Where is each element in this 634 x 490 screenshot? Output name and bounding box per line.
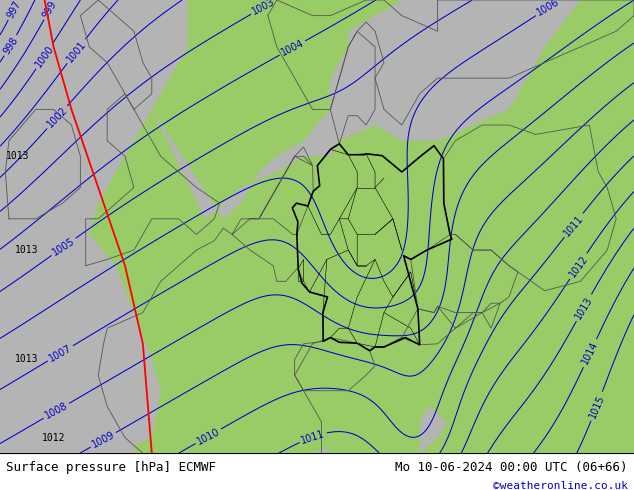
Text: 1001: 1001	[65, 39, 88, 64]
Text: 997: 997	[5, 0, 23, 20]
Text: 1003: 1003	[250, 0, 277, 17]
Text: 1005: 1005	[51, 236, 77, 258]
Text: 1013: 1013	[573, 294, 595, 321]
Text: 1011: 1011	[562, 213, 585, 238]
Polygon shape	[348, 0, 580, 141]
Text: 998: 998	[1, 35, 20, 56]
Polygon shape	[0, 0, 634, 453]
Text: 1012: 1012	[42, 433, 65, 442]
Text: 1013: 1013	[15, 245, 39, 255]
Text: 1014: 1014	[580, 340, 600, 367]
Text: 1012: 1012	[567, 253, 590, 279]
Text: 1009: 1009	[90, 430, 117, 450]
Text: 1015: 1015	[587, 393, 606, 419]
Text: Mo 10-06-2024 00:00 UTC (06+66): Mo 10-06-2024 00:00 UTC (06+66)	[395, 462, 628, 474]
Text: Surface pressure [hPa] ECMWF: Surface pressure [hPa] ECMWF	[6, 462, 216, 474]
Text: ©weatheronline.co.uk: ©weatheronline.co.uk	[493, 481, 628, 490]
Text: 1004: 1004	[279, 38, 306, 58]
Polygon shape	[0, 360, 161, 453]
Text: 1008: 1008	[43, 401, 70, 421]
Text: 1006: 1006	[535, 0, 561, 18]
Text: 1002: 1002	[45, 105, 69, 129]
Text: 1013: 1013	[6, 151, 30, 161]
Polygon shape	[152, 31, 402, 219]
Polygon shape	[0, 0, 188, 453]
Text: 1000: 1000	[33, 43, 56, 69]
Text: 1010: 1010	[195, 426, 221, 446]
Polygon shape	[420, 406, 446, 453]
Polygon shape	[188, 447, 330, 475]
Text: 1011: 1011	[300, 428, 327, 445]
Text: 999: 999	[41, 0, 59, 20]
Text: 1013: 1013	[15, 354, 39, 365]
Text: 1007: 1007	[47, 343, 74, 364]
